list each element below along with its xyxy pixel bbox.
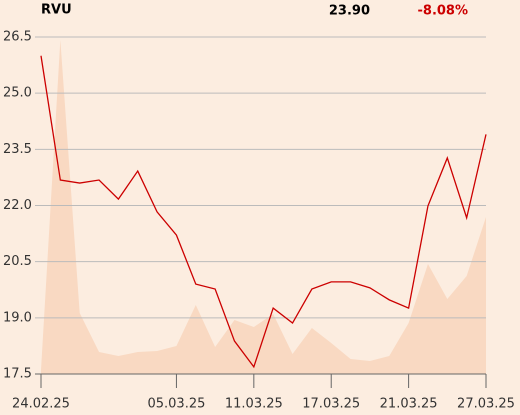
- chart-title: RVU: [41, 3, 72, 18]
- x-tick-label: 27.03.25: [457, 397, 515, 412]
- y-tick-label: 19.0: [3, 310, 32, 325]
- y-tick-label: 20.5: [3, 254, 32, 269]
- x-tick-label: 21.03.25: [380, 397, 438, 412]
- volume-area: [41, 40, 486, 374]
- x-tick-label: 17.03.25: [302, 397, 360, 412]
- y-tick-label: 17.5: [3, 367, 32, 382]
- y-tick-label: 25.0: [3, 86, 32, 101]
- x-tick-label: 24.02.25: [12, 397, 70, 412]
- x-tick-label: 11.03.25: [225, 397, 283, 412]
- y-tick-label: 22.0: [3, 198, 32, 213]
- price: 23.90: [329, 4, 370, 19]
- price-line: [40, 55, 487, 369]
- x-tick-label: 05.03.25: [147, 397, 205, 412]
- change: -8.08%: [418, 4, 469, 19]
- y-tick-label: 26.5: [3, 30, 32, 45]
- y-tick-label: 23.5: [3, 142, 32, 157]
